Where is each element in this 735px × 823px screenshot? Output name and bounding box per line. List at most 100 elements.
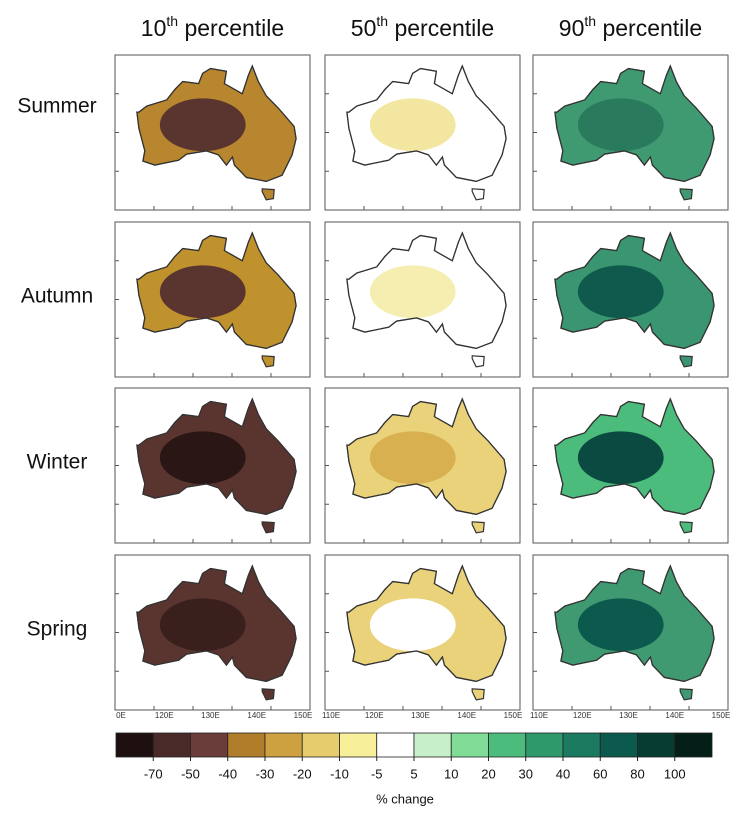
longitude-label: 150E [712,711,731,720]
header-text: percentile [596,15,702,41]
color-box [376,732,415,758]
region-shade [159,98,246,152]
color-box [674,732,713,758]
region-shade [577,98,664,152]
coastline [554,231,715,350]
tasmania [471,188,485,201]
longitude-label: 150E [294,711,313,720]
color-box [339,732,378,758]
coastline [554,64,715,183]
coastline [346,64,507,183]
region-shade [369,598,456,652]
region-shade [577,431,664,485]
coastline [136,64,297,183]
colorbar-label: % change [376,791,434,806]
color-box [450,732,489,758]
colorbar-tick-label: 100 [664,766,686,781]
longitude-label: 130E [411,711,430,720]
colorbar-tick-label: 30 [519,766,533,781]
colorbar-tick-label: 10 [444,766,458,781]
header-suffix: th [584,13,596,29]
color-box [115,732,154,758]
colorbar-tick-label: -70 [144,766,163,781]
tasmania [261,188,275,201]
tasmania [471,355,485,368]
region-shade [159,265,246,319]
header-text: percentile [388,15,494,41]
header-number: 90 [559,15,585,41]
tasmania [679,188,693,201]
region-shade [159,598,246,652]
color-box [488,732,527,758]
tasmania [679,688,693,701]
tasmania [471,521,485,534]
colorbar-tick-label: 60 [593,766,607,781]
tasmania [679,521,693,534]
tasmania [679,355,693,368]
coastline [346,397,507,516]
header-suffix: th [376,13,388,29]
column-header: 50th percentile [351,13,494,41]
color-box [190,732,229,758]
row-label: Winter [27,451,88,474]
coastline [136,564,297,683]
coastline [346,231,507,350]
region-shade [369,431,456,485]
header-text: percentile [178,15,284,41]
colorbar-tick-label: 80 [630,766,644,781]
region-shade [369,265,456,319]
column-header: 10th percentile [141,13,284,41]
longitude-label: 130E [619,711,638,720]
colorbar-tick-label: -40 [218,766,237,781]
longitude-label: 140E [665,711,684,720]
row-label: Spring [27,618,88,641]
longitude-label: 140E [247,711,266,720]
color-box [413,732,452,758]
row-label: Summer [17,95,96,118]
coastline [136,397,297,516]
longitude-label: 150E [504,711,523,720]
header-number: 10 [141,15,167,41]
header-number: 50 [351,15,377,41]
color-box [599,732,638,758]
longitude-label: 140E [457,711,476,720]
colorbar-tick-label: 40 [556,766,570,781]
tasmania [471,688,485,701]
longitude-label: 0E [116,711,126,720]
coastline [554,564,715,683]
longitude-label: 120E [365,711,384,720]
tasmania [261,688,275,701]
region-shade [159,431,246,485]
colorbar-tick-label: -10 [330,766,349,781]
tasmania [261,355,275,368]
longitude-label: 110E [530,711,548,720]
color-box [264,732,303,758]
coastline [554,397,715,516]
color-box [152,732,191,758]
tasmania [261,521,275,534]
color-box [227,732,266,758]
row-label: Autumn [21,285,93,308]
longitude-label: 120E [155,711,174,720]
color-box [525,732,564,758]
region-shade [369,98,456,152]
header-suffix: th [166,13,178,29]
colorbar-tick-label: 5 [410,766,417,781]
longitude-label: 130E [201,711,220,720]
colorbar-tick-label: -20 [293,766,312,781]
color-box [637,732,676,758]
colorbar-tick-label: 20 [481,766,495,781]
longitude-label: 110E [322,711,340,720]
colorbar-tick-label: -30 [256,766,275,781]
region-shade [577,265,664,319]
colorbar-tick-label: -5 [371,766,383,781]
coastline [136,231,297,350]
coastline [346,564,507,683]
colorbar-tick-label: -50 [181,766,200,781]
color-box [301,732,340,758]
longitude-label: 120E [573,711,592,720]
column-header: 90th percentile [559,13,702,41]
color-box [562,732,601,758]
region-shade [577,598,664,652]
